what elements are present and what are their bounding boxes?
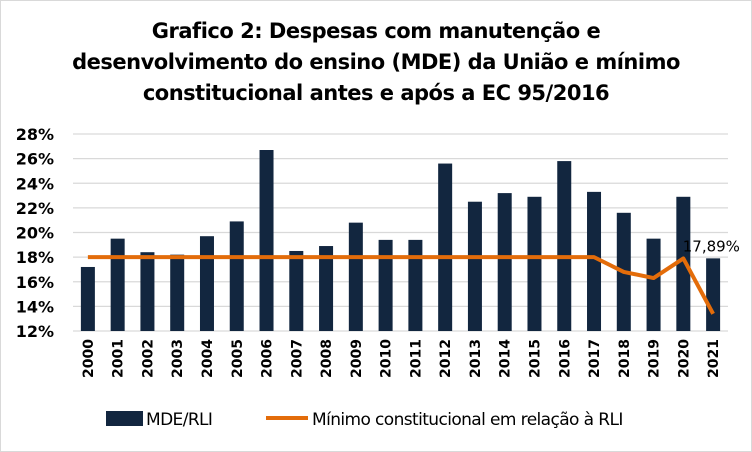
bar-2002 — [140, 252, 155, 331]
bar-2013 — [467, 201, 482, 331]
x-tick-label: 2002 — [140, 339, 156, 378]
legend-swatch-bar — [106, 411, 143, 426]
title-line-1: Grafico 2: Despesas com manutenção e — [151, 19, 601, 43]
x-tick-label: 2008 — [319, 339, 335, 378]
y-tick-label: 24% — [16, 174, 54, 193]
y-tick-label: 14% — [16, 297, 54, 316]
bar-2015 — [527, 196, 542, 331]
x-tick-label: 2014 — [498, 339, 514, 378]
y-tick-label: 18% — [16, 248, 54, 267]
title-line-2: desenvolvimento do ensino (MDE) da União… — [72, 50, 680, 74]
x-tick-label: 2015 — [527, 339, 543, 378]
bar-2012 — [438, 163, 453, 331]
y-tick-label: 20% — [16, 224, 54, 243]
x-tick-label: 2004 — [200, 339, 216, 378]
bar-2016 — [557, 161, 572, 331]
legend-label-bar: MDE/RLI — [146, 410, 212, 430]
x-tick-label: 2000 — [81, 339, 97, 378]
title-line-3: constitucional antes e após a EC 95/2016 — [142, 81, 610, 105]
bar-2008 — [319, 246, 334, 331]
bar-2011 — [408, 239, 423, 331]
x-tick-label: 2020 — [676, 339, 692, 378]
x-tick-label: 2012 — [438, 339, 454, 378]
bar-2020 — [676, 196, 691, 331]
x-tick-label: 2013 — [468, 339, 484, 378]
x-tick-label: 2003 — [170, 339, 186, 378]
x-tick-label: 2006 — [260, 339, 276, 378]
x-tick-label: 2016 — [557, 339, 573, 378]
y-tick-label: 16% — [16, 273, 54, 292]
bar-2000 — [80, 266, 95, 331]
data-label: 17,89% — [683, 237, 740, 255]
x-tick-label: 2018 — [617, 339, 633, 378]
x-tick-label: 2007 — [289, 339, 305, 378]
legend-label-line: Mínimo constitucional em relação à RLI — [312, 410, 623, 430]
bar-2004 — [199, 236, 214, 331]
line-series — [87, 255, 715, 315]
x-tick-label: 2017 — [587, 339, 603, 378]
y-tick-label: 28% — [16, 125, 54, 144]
bar-2010 — [378, 239, 393, 331]
y-tick-label: 22% — [16, 199, 54, 218]
bar-2017 — [587, 191, 602, 331]
y-tick-label: 12% — [16, 322, 54, 341]
y-tick-label: 26% — [16, 150, 54, 169]
chart-title: Grafico 2: Despesas com manutenção e des… — [0, 16, 752, 109]
bar-2019 — [646, 238, 661, 331]
x-tick-label: 2019 — [647, 339, 663, 378]
bar-2021 — [706, 258, 721, 331]
bar-2003 — [170, 254, 185, 331]
bar-2001 — [110, 238, 125, 331]
bar-2005 — [229, 221, 244, 331]
bar-2006 — [259, 150, 274, 331]
x-tick-label: 2009 — [349, 339, 365, 378]
x-tick-label: 2021 — [706, 339, 722, 378]
bar-2009 — [348, 222, 363, 331]
x-tick-label: 2010 — [379, 339, 395, 378]
bar-2007 — [289, 250, 304, 331]
x-tick-label: 2001 — [111, 339, 127, 378]
x-tick-label: 2005 — [230, 339, 246, 378]
bar-2014 — [497, 193, 512, 331]
x-tick-label: 2011 — [408, 339, 424, 378]
